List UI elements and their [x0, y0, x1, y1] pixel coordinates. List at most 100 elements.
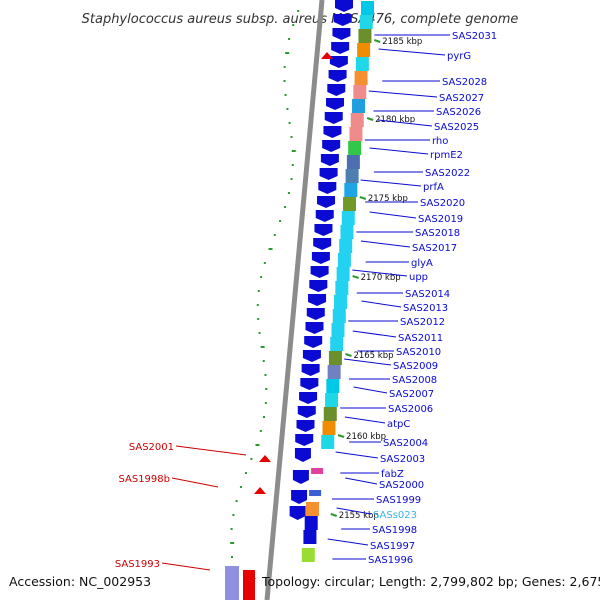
- gene-arrow: [291, 490, 308, 504]
- gc-dot: [256, 304, 259, 306]
- cog-block: [325, 393, 339, 407]
- tick-mark: [359, 196, 367, 200]
- label-leader: [345, 477, 378, 485]
- cog-block: [301, 548, 315, 562]
- gene-arrow: [314, 224, 333, 236]
- cog-block: [357, 43, 371, 57]
- gene-arrow: [296, 420, 315, 432]
- rna-arrow: [254, 487, 266, 494]
- gc-dot: [288, 38, 291, 40]
- cog-block: [309, 490, 322, 496]
- gc-dot: [257, 318, 260, 320]
- tick-label: 2175 kbp: [368, 194, 408, 204]
- label-leader: [378, 119, 433, 127]
- gc-dot: [283, 80, 286, 82]
- gene-label: fabZ: [381, 469, 404, 480]
- cog-block: [334, 295, 348, 309]
- tick-track: 2185 kbp 2180 kbp 2175 kbp 2170 kbp 2165 kbp…: [330, 37, 422, 521]
- gene-arrow: [331, 42, 350, 54]
- rna-label-track: SAS2001 SAS1998b SAS1993: [115, 442, 247, 571]
- gc-dot: [292, 24, 295, 26]
- gc-dot: [239, 486, 242, 488]
- gene-label: prfA: [423, 182, 444, 193]
- gc-dot: [264, 374, 267, 376]
- gc-dot: [290, 178, 293, 180]
- gene-arrow: [294, 448, 311, 462]
- gc-dot: [263, 262, 266, 264]
- gene-label: SAS1996: [368, 555, 413, 566]
- gc-dot: [245, 472, 248, 474]
- rna-leader: [175, 445, 247, 456]
- gc-dot: [283, 206, 286, 208]
- gc-dot: [290, 136, 293, 138]
- gene-label: SAS2014: [405, 289, 450, 300]
- label-leader: [369, 211, 417, 219]
- gene-arrow: [302, 350, 321, 362]
- gc-dot: [258, 332, 261, 334]
- cog-block: [345, 169, 359, 183]
- gc-dot: [263, 416, 266, 418]
- gc-dot: [284, 94, 287, 96]
- gene-label: pyrG: [447, 51, 471, 62]
- cog-block: [361, 1, 374, 15]
- gene-label: SAS1999: [376, 495, 421, 506]
- gc-dot: [268, 248, 273, 250]
- gene-label: SAS2031: [452, 31, 497, 42]
- gc-skew-track: [230, 10, 300, 572]
- tick-mark: [373, 39, 381, 43]
- gene-label: SAS2027: [439, 93, 484, 104]
- rna-leader: [161, 562, 211, 571]
- map-title: Staphylococcus aureus subsp. aureus MSSA…: [82, 12, 519, 27]
- gene-label: SAS2026: [436, 107, 481, 118]
- gene-arrow: [300, 378, 319, 390]
- rna-label: SAS1998b: [118, 474, 170, 485]
- label-leader: [353, 386, 388, 394]
- gc-dot: [286, 108, 289, 110]
- tick-label: 2180 kbp: [375, 115, 415, 125]
- gene-label: SAS2017: [412, 243, 457, 254]
- gene-arrow: [313, 238, 332, 250]
- gene-arrow: [299, 392, 318, 404]
- gene-label: SAS2025: [434, 122, 479, 133]
- gene-arrow: [332, 28, 351, 40]
- label-leader: [368, 90, 438, 98]
- tick-mark: [366, 117, 374, 121]
- cog-block: [332, 309, 346, 323]
- label-leader: [360, 179, 422, 187]
- rna-leader: [171, 477, 219, 488]
- gc-dot: [260, 276, 263, 278]
- gene-label: SAS1997: [370, 541, 415, 552]
- rna-arrow: [321, 52, 333, 59]
- cog-block: [305, 502, 319, 516]
- gene-label: SAS2008: [392, 375, 437, 386]
- rna-label: SAS2001: [129, 442, 174, 453]
- gene-arrow: [318, 182, 337, 194]
- gene-arrow: [329, 56, 348, 68]
- gene-block: [225, 566, 239, 600]
- cog-block: [348, 141, 362, 155]
- gene-label: rpmE2: [430, 150, 463, 161]
- gene-label: SAS2013: [403, 303, 448, 314]
- gene-label: SAS2012: [400, 317, 445, 328]
- gc-dot: [250, 458, 253, 460]
- tick-label: 2170 kbp: [361, 273, 401, 283]
- cog-block: [326, 379, 340, 393]
- rna-label: SAS1993: [115, 559, 160, 570]
- gene-arrow: [308, 294, 327, 306]
- label-leader: [352, 330, 397, 338]
- tick-mark: [337, 434, 345, 438]
- cog-block: [353, 85, 367, 99]
- gc-dot: [257, 290, 260, 292]
- gene-arrow: [297, 406, 316, 418]
- gene-label: SAS2006: [388, 404, 433, 415]
- cog-block: [336, 267, 350, 281]
- gene-label: SAS2011: [398, 333, 443, 344]
- gc-dot: [297, 10, 300, 12]
- cog-block: [303, 530, 317, 544]
- cog-block: [323, 407, 337, 421]
- gene-label: SAS2007: [389, 389, 434, 400]
- gene-label: SAS2004: [383, 438, 428, 449]
- cog-block: [344, 183, 358, 197]
- gc-dot: [265, 388, 268, 390]
- gene-label: SAS1998: [372, 525, 417, 536]
